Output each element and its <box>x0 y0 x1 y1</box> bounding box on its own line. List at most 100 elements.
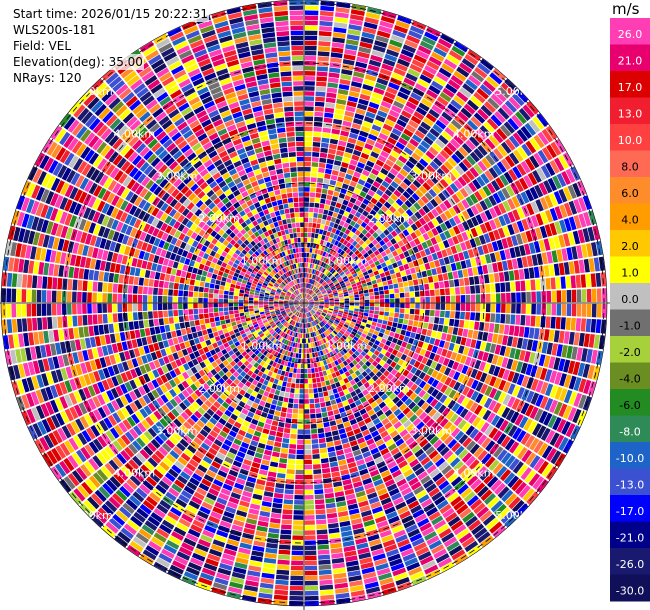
velocity-gate <box>281 519 292 525</box>
velocity-gate <box>356 542 369 550</box>
velocity-gate <box>154 326 161 334</box>
velocity-gate <box>163 356 170 365</box>
velocity-gate <box>234 385 242 393</box>
velocity-gate <box>520 315 526 326</box>
velocity-gate <box>390 376 398 384</box>
velocity-gate <box>312 357 317 363</box>
velocity-gate <box>595 319 602 334</box>
velocity-gate <box>424 564 439 575</box>
velocity-gate <box>228 299 234 303</box>
velocity-gate <box>310 332 313 338</box>
velocity-gate <box>384 329 391 336</box>
velocity-gate <box>422 560 437 570</box>
velocity-gate <box>304 358 307 364</box>
velocity-gate <box>388 392 397 401</box>
velocity-gate <box>271 349 276 356</box>
velocity-gate <box>307 373 312 379</box>
velocity-gate <box>360 510 372 518</box>
velocity-gate <box>211 392 220 401</box>
velocity-gate <box>82 349 89 362</box>
velocity-gate <box>251 461 261 469</box>
velocity-gate <box>327 522 339 529</box>
velocity-gate <box>268 409 275 415</box>
velocity-gate <box>420 475 431 485</box>
velocity-gate <box>311 321 315 327</box>
velocity-gate <box>453 344 460 353</box>
velocity-gate <box>304 368 308 374</box>
velocity-gate <box>426 506 438 517</box>
velocity-gate <box>331 315 336 319</box>
velocity-gate <box>136 356 144 366</box>
velocity-gate <box>138 386 147 396</box>
velocity-gate <box>208 308 214 313</box>
velocity-gate <box>381 405 390 413</box>
velocity-gate <box>286 310 292 314</box>
velocity-gate <box>281 311 286 315</box>
velocity-gate <box>120 383 128 394</box>
velocity-gate <box>171 560 186 570</box>
velocity-gate <box>112 364 120 375</box>
velocity-gate <box>207 363 214 371</box>
velocity-gate <box>525 404 535 417</box>
velocity-gate <box>271 355 277 362</box>
velocity-gate <box>65 366 73 379</box>
velocity-gate <box>311 337 315 343</box>
velocity-gate <box>453 381 461 391</box>
velocity-gate <box>507 425 518 437</box>
velocity-gate <box>238 429 246 437</box>
velocity-gate <box>398 374 406 382</box>
velocity-gate <box>529 406 539 420</box>
velocity-gate <box>238 299 244 303</box>
velocity-gate <box>225 506 237 514</box>
velocity-gate <box>155 557 171 568</box>
velocity-gate <box>294 489 304 495</box>
velocity-gate <box>508 325 515 336</box>
velocity-gate <box>183 309 189 316</box>
velocity-gate <box>308 378 313 384</box>
velocity-gate <box>435 553 450 564</box>
velocity-gate <box>291 357 296 363</box>
velocity-gate <box>289 305 294 307</box>
velocity-gate <box>202 374 210 382</box>
velocity-gate <box>470 368 478 379</box>
velocity-gate <box>389 342 396 349</box>
velocity-gate <box>260 577 275 584</box>
velocity-gate <box>266 333 272 339</box>
velocity-gate <box>215 358 222 365</box>
velocity-gate <box>217 567 232 576</box>
velocity-gate <box>398 318 404 324</box>
velocity-gate <box>376 322 382 328</box>
velocity-gate <box>512 385 521 397</box>
velocity-gate <box>457 419 467 430</box>
velocity-gate <box>290 433 297 439</box>
velocity-gate <box>265 375 271 382</box>
velocity-gate <box>382 362 390 370</box>
velocity-gate <box>366 421 375 429</box>
velocity-gate <box>177 392 186 401</box>
velocity-gate <box>218 377 225 385</box>
velocity-gate <box>269 461 279 468</box>
velocity-gate <box>412 417 422 427</box>
velocity-gate <box>171 330 177 338</box>
velocity-gate <box>433 354 441 363</box>
velocity-gate <box>295 316 298 322</box>
velocity-gate <box>543 329 550 341</box>
velocity-gate <box>300 328 303 333</box>
velocity-gate <box>285 334 290 340</box>
velocity-gate <box>291 308 296 312</box>
velocity-gate <box>416 327 423 334</box>
velocity-gate <box>200 341 207 348</box>
velocity-gate <box>275 482 285 489</box>
velocity-gate <box>173 282 179 290</box>
velocity-gate <box>42 317 48 330</box>
velocity-gate <box>222 382 230 389</box>
velocity-gate <box>490 500 504 513</box>
velocity-gate <box>169 421 179 431</box>
velocity-gate <box>163 288 169 296</box>
velocity-gate <box>333 481 343 488</box>
velocity-gate <box>137 294 143 303</box>
velocity-gate <box>510 314 516 325</box>
velocity-gate <box>462 328 469 338</box>
velocity-gate <box>371 360 379 367</box>
velocity-gate <box>314 320 318 325</box>
